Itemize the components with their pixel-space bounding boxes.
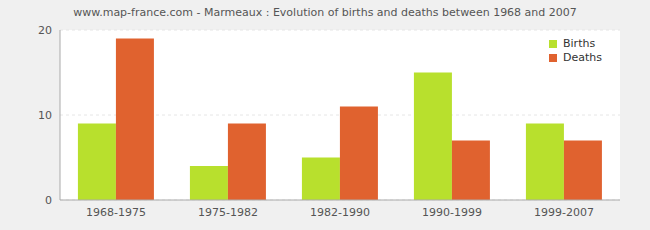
svg-text:10: 10 xyxy=(38,109,52,122)
svg-text:1982-1990: 1982-1990 xyxy=(310,206,370,219)
svg-text:0: 0 xyxy=(45,194,52,207)
svg-text:1990-1999: 1990-1999 xyxy=(422,206,482,219)
svg-text:20: 20 xyxy=(38,24,52,37)
html-text:Births: Births xyxy=(563,37,596,50)
svg-text:1968-1975: 1968-1975 xyxy=(86,206,146,219)
html-text:Deaths: Deaths xyxy=(563,51,602,64)
html-text:www.map-france.com - Marmeaux: www.map-france.com - Marmeaux : Evolutio… xyxy=(73,6,577,19)
svg-text:1975-1982: 1975-1982 xyxy=(198,206,258,219)
svg-text:1999-2007: 1999-2007 xyxy=(534,206,594,219)
